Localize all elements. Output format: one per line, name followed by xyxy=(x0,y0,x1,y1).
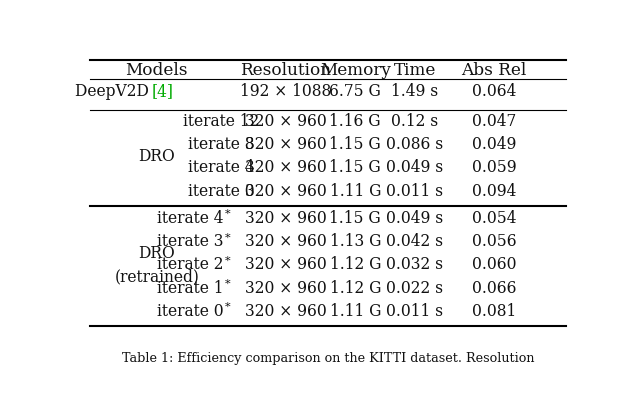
Text: 0.064: 0.064 xyxy=(472,83,516,100)
Text: 0.032 s: 0.032 s xyxy=(387,256,444,273)
Text: 1.49 s: 1.49 s xyxy=(391,83,438,100)
Text: 0.011 s: 0.011 s xyxy=(387,302,444,319)
Text: 320 × 960: 320 × 960 xyxy=(245,302,326,319)
Text: 1.16 G: 1.16 G xyxy=(330,113,381,130)
Text: [4]: [4] xyxy=(152,83,174,100)
Text: 0.042 s: 0.042 s xyxy=(387,233,444,249)
Text: iterate 4: iterate 4 xyxy=(157,209,224,226)
Text: 1.11 G: 1.11 G xyxy=(330,302,381,319)
Text: iterate 12: iterate 12 xyxy=(183,113,259,130)
Text: Resolution: Resolution xyxy=(240,62,332,79)
Text: 1.15 G: 1.15 G xyxy=(330,209,381,226)
Text: 0.049 s: 0.049 s xyxy=(386,209,444,226)
Text: 0.049: 0.049 xyxy=(472,136,516,153)
Text: 1.11 G: 1.11 G xyxy=(330,182,381,199)
Text: iterate 2: iterate 2 xyxy=(157,256,224,273)
Text: DRO
(retrained): DRO (retrained) xyxy=(115,244,199,285)
Text: iterate 3: iterate 3 xyxy=(157,233,224,249)
Text: DeepV2D: DeepV2D xyxy=(75,83,152,100)
Text: 320 × 960: 320 × 960 xyxy=(245,159,326,176)
Text: iterate 0: iterate 0 xyxy=(188,182,255,199)
Text: 0.054: 0.054 xyxy=(472,209,516,226)
Text: 0.086 s: 0.086 s xyxy=(386,136,444,153)
Text: 0.12 s: 0.12 s xyxy=(391,113,438,130)
Text: 1.15 G: 1.15 G xyxy=(330,159,381,176)
Text: 320 × 960: 320 × 960 xyxy=(245,136,326,153)
Text: 0.060: 0.060 xyxy=(472,256,516,273)
Text: 0.049 s: 0.049 s xyxy=(386,159,444,176)
Text: 1.12 G: 1.12 G xyxy=(330,256,381,273)
Text: 192 × 1088: 192 × 1088 xyxy=(240,83,332,100)
Text: 1.15 G: 1.15 G xyxy=(330,136,381,153)
Text: iterate 1: iterate 1 xyxy=(157,279,224,296)
Text: *: * xyxy=(225,209,230,218)
Text: 1.13 G: 1.13 G xyxy=(330,233,381,249)
Text: iterate 8: iterate 8 xyxy=(188,136,255,153)
Text: 320 × 960: 320 × 960 xyxy=(245,209,326,226)
Text: 0.022 s: 0.022 s xyxy=(387,279,444,296)
Text: 0.094: 0.094 xyxy=(472,182,516,199)
Text: *: * xyxy=(225,278,230,288)
Text: 1.12 G: 1.12 G xyxy=(330,279,381,296)
Text: 0.081: 0.081 xyxy=(472,302,516,319)
Text: 0.011 s: 0.011 s xyxy=(387,182,444,199)
Text: Time: Time xyxy=(394,62,436,79)
Text: 320 × 960: 320 × 960 xyxy=(245,279,326,296)
Text: Abs Rel: Abs Rel xyxy=(461,62,527,79)
Text: iterate 0: iterate 0 xyxy=(157,302,224,319)
Text: 0.047: 0.047 xyxy=(472,113,516,130)
Text: Models: Models xyxy=(125,62,188,79)
Text: 0.066: 0.066 xyxy=(472,279,516,296)
Text: 0.056: 0.056 xyxy=(472,233,516,249)
Text: 320 × 960: 320 × 960 xyxy=(245,233,326,249)
Text: Memory: Memory xyxy=(320,62,390,79)
Text: Table 1: Efficiency comparison on the KITTI dataset. Resolution: Table 1: Efficiency comparison on the KI… xyxy=(122,351,534,364)
Text: DRO: DRO xyxy=(138,147,175,164)
Text: 320 × 960: 320 × 960 xyxy=(245,182,326,199)
Text: *: * xyxy=(225,255,230,265)
Text: 6.75 G: 6.75 G xyxy=(330,83,381,100)
Text: 320 × 960: 320 × 960 xyxy=(245,256,326,273)
Text: 0.059: 0.059 xyxy=(472,159,516,176)
Text: *: * xyxy=(225,232,230,242)
Text: iterate 4: iterate 4 xyxy=(188,159,255,176)
Text: 320 × 960: 320 × 960 xyxy=(245,113,326,130)
Text: *: * xyxy=(225,301,230,311)
